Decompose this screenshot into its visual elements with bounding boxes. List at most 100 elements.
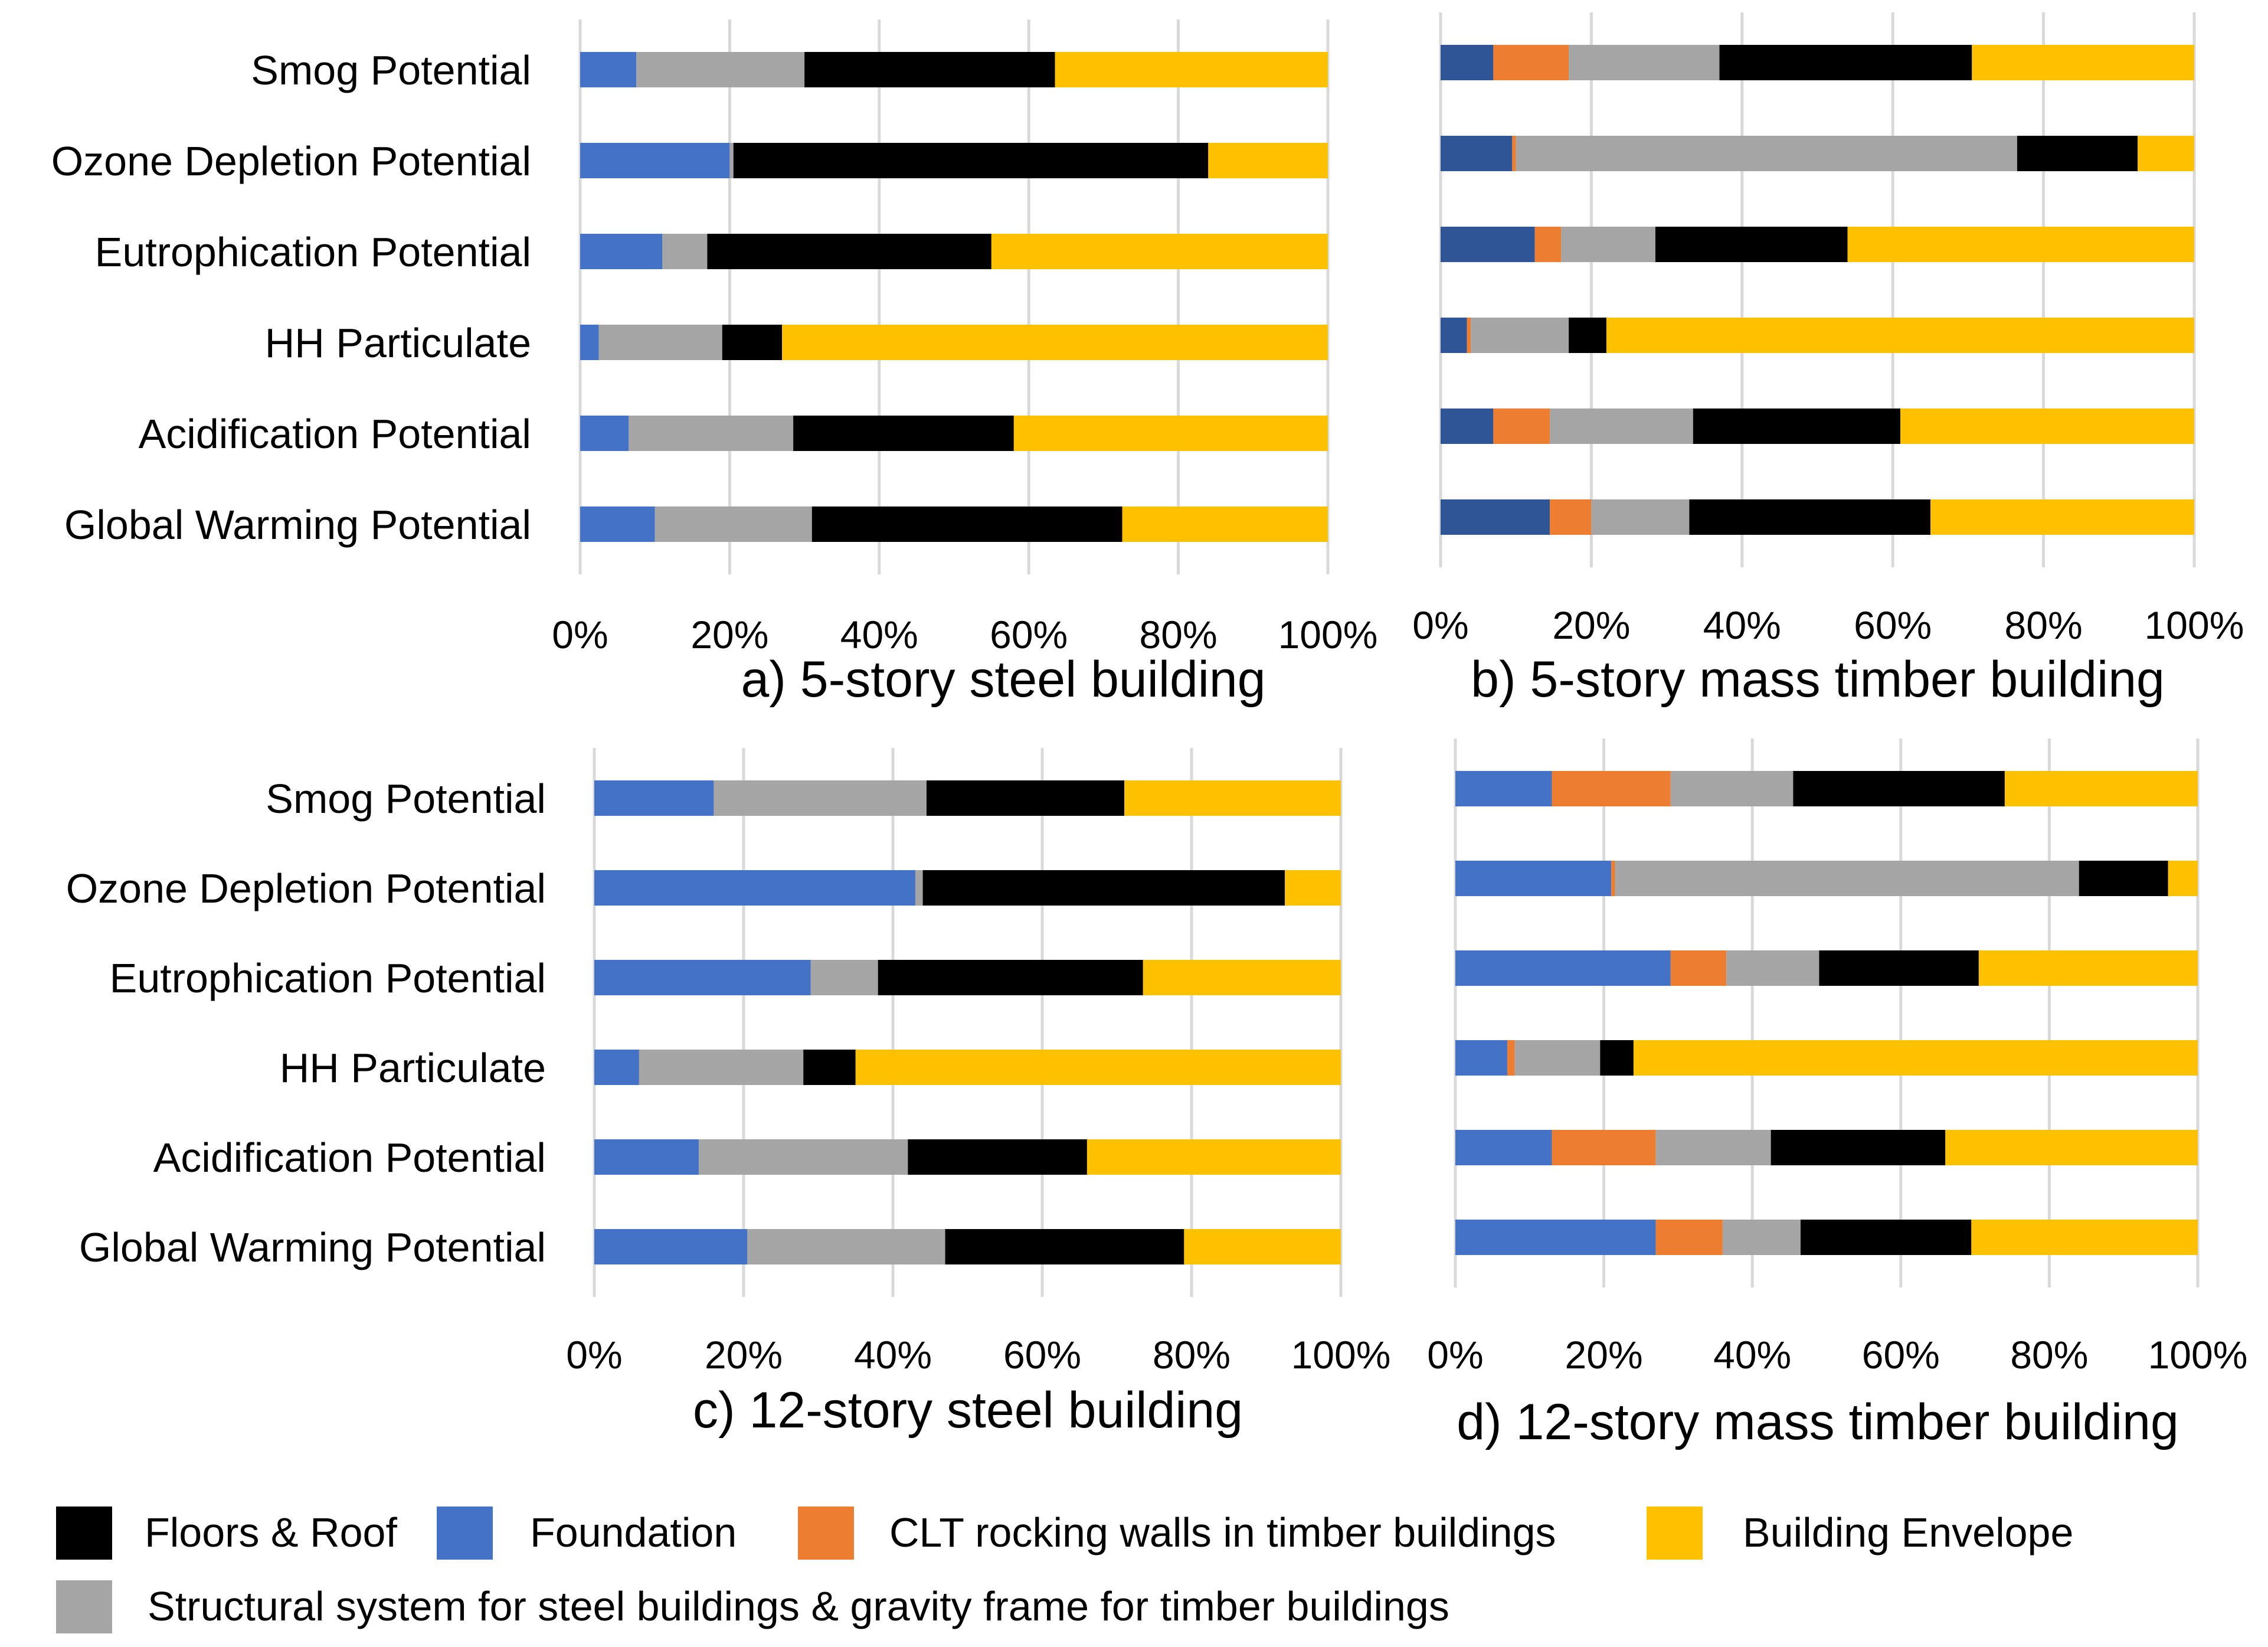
bar-segment (1655, 1130, 1771, 1165)
bar-segment (1013, 416, 1328, 451)
category-label: Acidification Potential (153, 1135, 546, 1181)
category-label: Ozone Depletion Potential (66, 865, 546, 911)
bar-segment (1285, 870, 1341, 906)
bar-segment (1719, 45, 1972, 80)
bar-segment (810, 960, 878, 995)
legend-label-structural: Structural system for steel buildings & … (148, 1583, 1449, 1629)
bar-segment (1726, 950, 1819, 986)
tick-label: 60% (1862, 1333, 1940, 1377)
bar-segment (1552, 1130, 1656, 1165)
category-label: HH Particulate (265, 320, 531, 366)
bar-segment (1615, 861, 2079, 896)
bar-segment (915, 870, 923, 906)
bar-segment (1569, 318, 1606, 353)
bar-segment (639, 1050, 804, 1085)
chart-panel-4: 0% 20% 40% 60% 80% 100% d) 12-story mass timbe… (1427, 738, 2247, 1450)
chart-title: c) 12-story steel building (693, 1382, 1243, 1439)
bar-segment (1972, 45, 2194, 80)
chart-title: d) 12-story mass timber building (1457, 1394, 2179, 1450)
tick-label: 80% (2005, 603, 2083, 647)
category-label: Ozone Depletion Potential (51, 138, 531, 184)
tick-label: 60% (1003, 1333, 1081, 1377)
legend-swatch-floors (56, 1507, 112, 1560)
bar-segment (855, 1050, 1341, 1085)
bar-segment (2168, 861, 2198, 896)
bar-segment (662, 234, 708, 269)
tick-label: 0% (552, 613, 608, 656)
bar-segment (1143, 960, 1341, 995)
bar-segment (1930, 499, 2194, 535)
bar-segment (629, 416, 794, 451)
bar-segment (1441, 136, 1513, 171)
category-label: HH Particulate (280, 1045, 546, 1091)
bar-segment (1655, 1220, 1723, 1255)
tick-label: 80% (2010, 1333, 2088, 1377)
bar-segment (1441, 409, 1494, 444)
category-label: Global Warming Potential (79, 1224, 546, 1270)
bar-segment (594, 1050, 639, 1085)
bar-segment (878, 960, 1143, 995)
bar-segment (1591, 499, 1690, 535)
bar-segment (782, 325, 1328, 360)
bar-segment (922, 870, 1285, 906)
bar-segment (1184, 1229, 1341, 1264)
tick-label: 100% (1291, 1333, 1391, 1377)
bar-segment (580, 52, 637, 87)
bar-segment (1847, 227, 2194, 262)
bar-segment (2004, 771, 2198, 806)
bar-segment (1600, 1040, 1634, 1076)
bar-segment (1978, 950, 2198, 986)
tick-label: 20% (690, 613, 768, 656)
bar-segment (1493, 409, 1550, 444)
chart-panel-3: Smog Potential Ozone Depletion Potential E… (66, 748, 1391, 1439)
chart-panels: Smog Potential Ozone Depletion Potential E… (51, 12, 2247, 1450)
bar-segment (1945, 1130, 2198, 1165)
bar-segment (1561, 227, 1655, 262)
bar-segment (1670, 950, 1727, 986)
bar-segment (580, 143, 730, 178)
tick-label: 80% (1140, 613, 1218, 656)
bar-segment (1507, 1040, 1515, 1076)
bar-segment (991, 234, 1328, 269)
legend-label-clt: CLT rocking walls in timber buildings (889, 1509, 1556, 1556)
legend-swatch-envelope (1647, 1507, 1703, 1560)
legend-label-floors: Floors & Roof (145, 1509, 397, 1556)
bar-segment (1552, 771, 1671, 806)
tick-label: 40% (840, 613, 918, 656)
bar-segment (594, 870, 915, 906)
bar-segment (1441, 499, 1550, 535)
bar-segment (1693, 409, 1900, 444)
bar-segment (580, 325, 599, 360)
tick-label: 100% (2145, 603, 2244, 647)
bar-segment (598, 325, 722, 360)
bar-segment (594, 1229, 748, 1264)
bar-segment (1670, 771, 1794, 806)
bar-segment (2017, 136, 2138, 171)
legend-swatch-foundation (437, 1507, 493, 1560)
bar-segment (1550, 409, 1693, 444)
bar-segment (1467, 318, 1471, 353)
bar-segment (1534, 227, 1562, 262)
tick-label: 40% (1713, 1333, 1791, 1377)
bar-segment (1633, 1040, 2198, 1076)
legend-label-foundation: Foundation (530, 1509, 737, 1556)
bar-segment (1971, 1220, 2198, 1255)
tick-label: 20% (705, 1333, 783, 1377)
bar-segment (729, 143, 734, 178)
tick-label: 40% (1703, 603, 1781, 647)
bar-segment (636, 52, 805, 87)
bar-segment (1124, 780, 1341, 816)
bar-segment (1455, 861, 1612, 896)
bar-segment (722, 325, 783, 360)
bar-segment (1208, 143, 1328, 178)
bar-segment (654, 506, 812, 542)
bar-segment (803, 1050, 856, 1085)
tick-label: 0% (566, 1333, 622, 1377)
bar-segment (908, 1139, 1087, 1175)
chart-panel-1: Smog Potential Ozone Depletion Potential E… (51, 19, 1377, 708)
legend-swatch-clt (798, 1507, 854, 1560)
bar-segment (1471, 318, 1569, 353)
bar-segment (1441, 318, 1467, 353)
category-label: Smog Potential (251, 47, 531, 93)
